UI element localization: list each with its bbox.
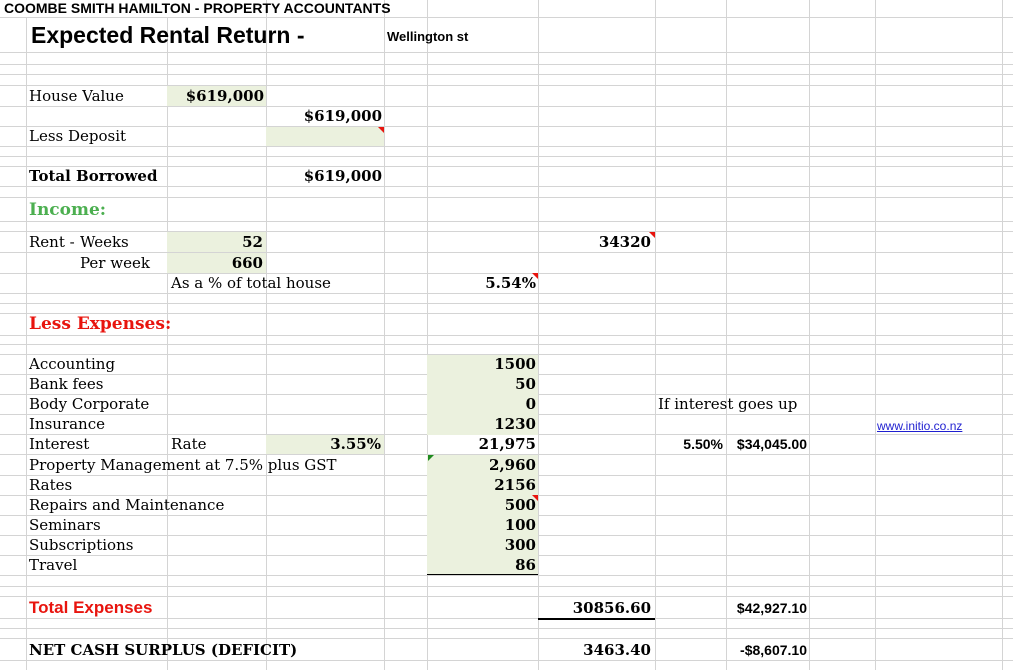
expense-value-accounting[interactable]: 1500 bbox=[494, 355, 536, 373]
expenses-fill-bottom bbox=[427, 455, 538, 575]
weeks-fill bbox=[167, 232, 266, 252]
house-value-fill bbox=[167, 86, 266, 106]
rate-label: Rate bbox=[171, 435, 207, 453]
expense-value-insurance[interactable]: 1230 bbox=[494, 415, 536, 433]
house-value-label: House Value bbox=[29, 87, 124, 105]
expense-label-insurance: Insurance bbox=[29, 415, 105, 433]
expense-label-bank-fees: Bank fees bbox=[29, 375, 104, 393]
expense-value-bank-fees[interactable]: 50 bbox=[515, 375, 536, 393]
scenario-interest: $34,045.00 bbox=[736, 436, 807, 452]
comment-marker[interactable] bbox=[532, 495, 538, 501]
rate-fill bbox=[266, 435, 384, 454]
pct-value: 5.54% bbox=[485, 274, 536, 292]
expense-value-seminars[interactable]: 100 bbox=[504, 516, 536, 534]
weeks-label: Weeks bbox=[80, 233, 129, 251]
expense-label-seminars: Seminars bbox=[29, 516, 101, 534]
expense-value-travel[interactable]: 86 bbox=[515, 556, 536, 574]
total-expenses-value: 30856.60 bbox=[572, 599, 651, 617]
expense-label-subscriptions: Subscriptions bbox=[29, 536, 134, 554]
expense-label-body-corporate: Body Corporate bbox=[29, 395, 150, 413]
comment-marker[interactable] bbox=[532, 273, 538, 279]
website-link[interactable]: www.initio.co.nz bbox=[877, 419, 963, 433]
per-week-fill bbox=[167, 253, 266, 273]
expense-value-rates[interactable]: 2156 bbox=[494, 476, 536, 494]
firm-name: COOMBE SMITH HAMILTON - PROPERTY ACCOUNT… bbox=[4, 0, 391, 16]
expense-value-subscriptions[interactable]: 300 bbox=[504, 536, 536, 554]
total-borrowed-value: $619,000 bbox=[303, 167, 382, 185]
scenario-net: -$8,607.10 bbox=[740, 642, 807, 658]
rent-label: Rent - bbox=[29, 233, 75, 251]
comment-marker[interactable] bbox=[378, 127, 384, 133]
scenario-total-expenses: $42,927.10 bbox=[736, 600, 807, 616]
net-cash-value: 3463.40 bbox=[583, 641, 651, 659]
annual-rent: 34320 bbox=[598, 233, 651, 251]
expenses-bottom-border bbox=[427, 574, 538, 575]
sheet-title: Expected Rental Return - bbox=[31, 22, 305, 48]
per-week-label: Per week bbox=[80, 254, 150, 272]
rate-input[interactable]: 3.55% bbox=[330, 435, 381, 453]
expenses-heading: Less Expenses: bbox=[29, 314, 172, 334]
if-interest-label: If interest goes up bbox=[658, 395, 798, 413]
expense-label-accounting: Accounting bbox=[29, 355, 116, 373]
house-value-input[interactable]: $619,000 bbox=[185, 87, 264, 105]
per-week-input[interactable]: 660 bbox=[231, 254, 263, 272]
expense-label-property-management: Property Management at 7.5% plus GST bbox=[29, 456, 337, 474]
total-borrowed-label: Total Borrowed bbox=[29, 167, 158, 185]
net-cash-label: NET CASH SURPLUS (DEFICIT) bbox=[29, 641, 298, 659]
deposit-fill bbox=[266, 127, 384, 146]
weeks-input[interactable]: 52 bbox=[242, 233, 263, 251]
expense-value-interest: 21,975 bbox=[478, 435, 536, 453]
house-value-total: $619,000 bbox=[303, 107, 382, 125]
formula-warning-marker[interactable] bbox=[428, 455, 434, 461]
comment-marker[interactable] bbox=[649, 232, 655, 238]
expense-label-travel: Travel bbox=[29, 556, 78, 574]
expense-label-rates: Rates bbox=[29, 476, 73, 494]
expense-value-body-corporate[interactable]: 0 bbox=[525, 395, 536, 413]
pct-label: As a % of total house bbox=[171, 274, 331, 292]
total-underline bbox=[538, 618, 655, 620]
less-deposit-label: Less Deposit bbox=[29, 127, 127, 145]
total-expenses-label: Total Expenses bbox=[29, 598, 153, 617]
expense-label-interest: Interest bbox=[29, 435, 90, 453]
expense-value-property-management[interactable]: 2,960 bbox=[489, 456, 536, 474]
income-heading: Income: bbox=[29, 200, 107, 220]
scenario-rate[interactable]: 5.50% bbox=[683, 436, 723, 452]
expense-label-repairs: Repairs and Maintenance bbox=[29, 496, 225, 514]
expenses-fill-top bbox=[427, 355, 538, 435]
expense-value-repairs[interactable]: 500 bbox=[504, 496, 536, 514]
property-address[interactable]: Wellington st bbox=[387, 29, 469, 44]
